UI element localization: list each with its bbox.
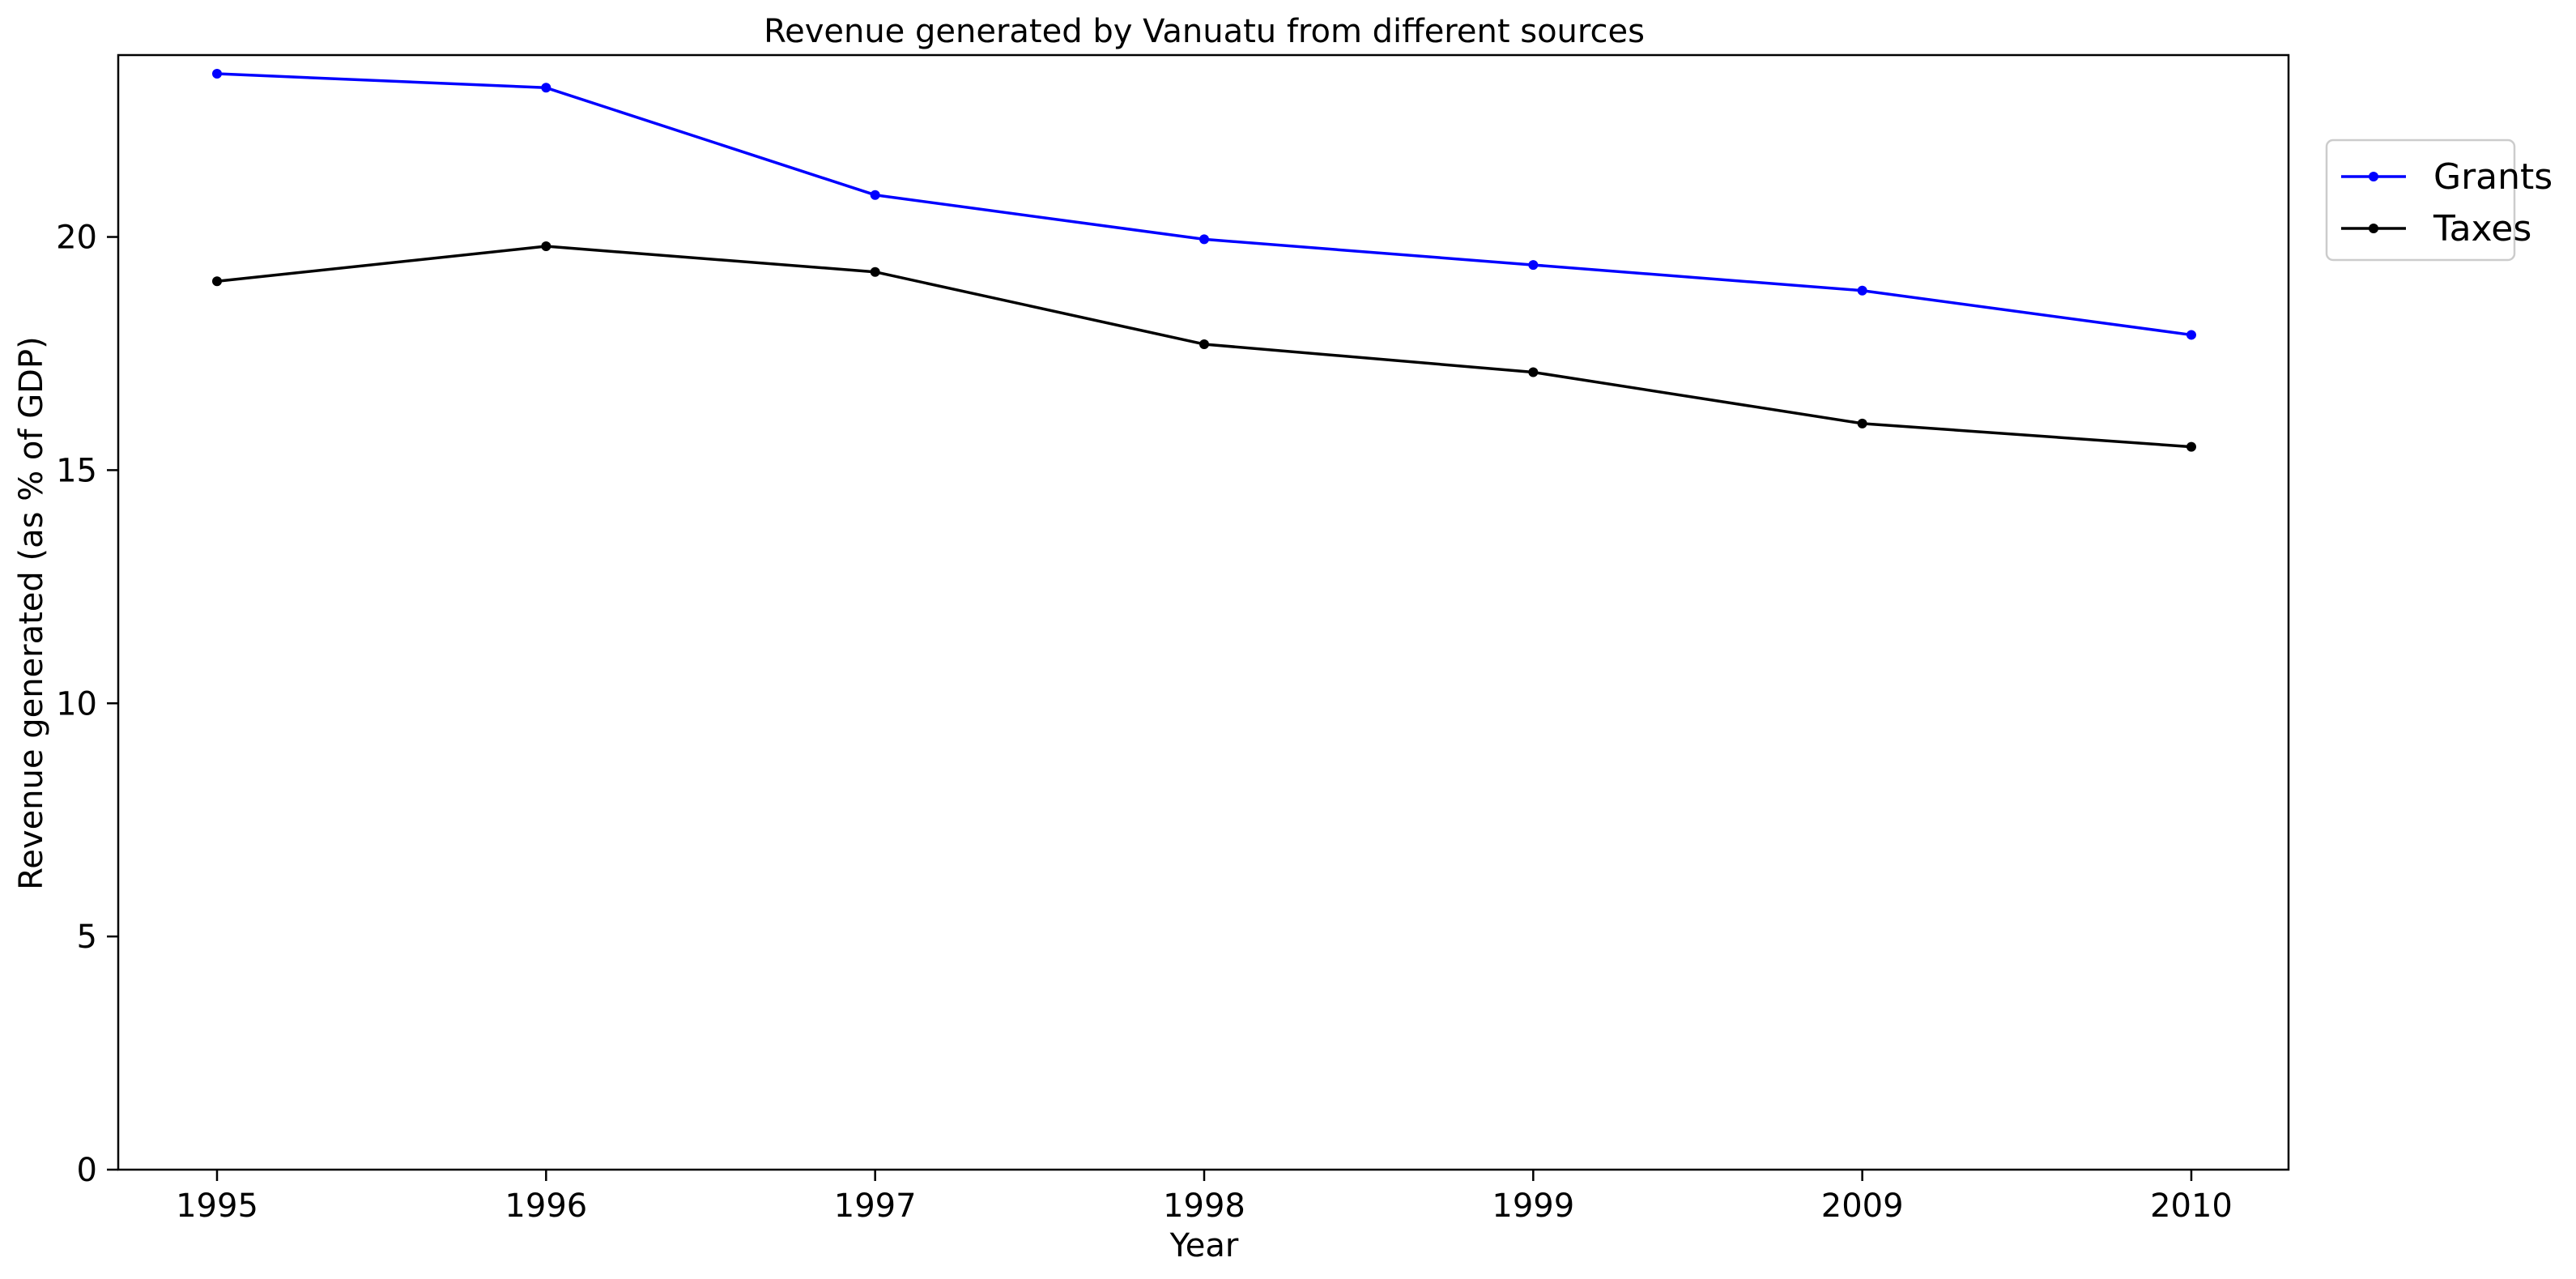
data-point-taxes [212,276,222,287]
series-layer [212,69,2196,452]
data-point-taxes [2186,441,2196,452]
legend-label-grants: Grants [2433,156,2553,198]
x-axis-title: Year [1169,1227,1239,1264]
data-point-grants [870,190,880,200]
x-tick-label: 1995 [176,1187,258,1225]
x-tick-label: 1999 [1492,1187,1574,1225]
y-tick-label: 15 [56,452,97,489]
x-tick-label: 1997 [834,1187,917,1225]
series-grants [212,69,2196,340]
legend-label-taxes: Taxes [2433,208,2531,249]
plot-area [117,53,2290,1171]
data-point-grants [541,83,551,93]
data-point-grants [2186,330,2196,340]
y-tick-label: 20 [56,220,97,257]
series-line-grants [216,72,2192,337]
x-tick-label: 1998 [1163,1187,1245,1225]
data-point-taxes [541,241,551,252]
y-axis: 0 5 10 15 20 [56,220,118,1189]
data-point-taxes [1528,367,1539,377]
y-tick-label: 5 [77,919,97,956]
y-tick-label: 10 [56,685,97,723]
y-axis-title: Revenue generated (as % of GDP) [13,336,50,889]
plot-frame [117,53,2290,1171]
legend-marker-grants [2369,172,2378,181]
x-tick-label: 2009 [1821,1187,1904,1225]
legend-item-grants: Grants [2341,156,2553,198]
data-point-taxes [870,266,880,277]
series-taxes [212,241,2196,452]
x-axis: 1995 1996 1997 1998 1999 2009 2010 [176,1170,2233,1225]
data-point-taxes [1857,418,1867,428]
legend: Grants Taxes [2325,139,2553,262]
x-tick-label: 2010 [2150,1187,2233,1225]
legend-item-taxes: Taxes [2341,208,2531,249]
data-point-grants [1528,260,1539,271]
data-point-taxes [1199,339,1209,349]
data-point-grants [1199,234,1209,245]
x-tick-label: 1996 [505,1187,587,1225]
y-tick-label: 0 [77,1152,97,1189]
data-point-grants [1857,285,1867,296]
chart-title: Revenue generated by Vanuatu from differ… [764,13,1645,50]
data-point-grants [212,69,222,79]
legend-marker-taxes [2369,224,2378,233]
